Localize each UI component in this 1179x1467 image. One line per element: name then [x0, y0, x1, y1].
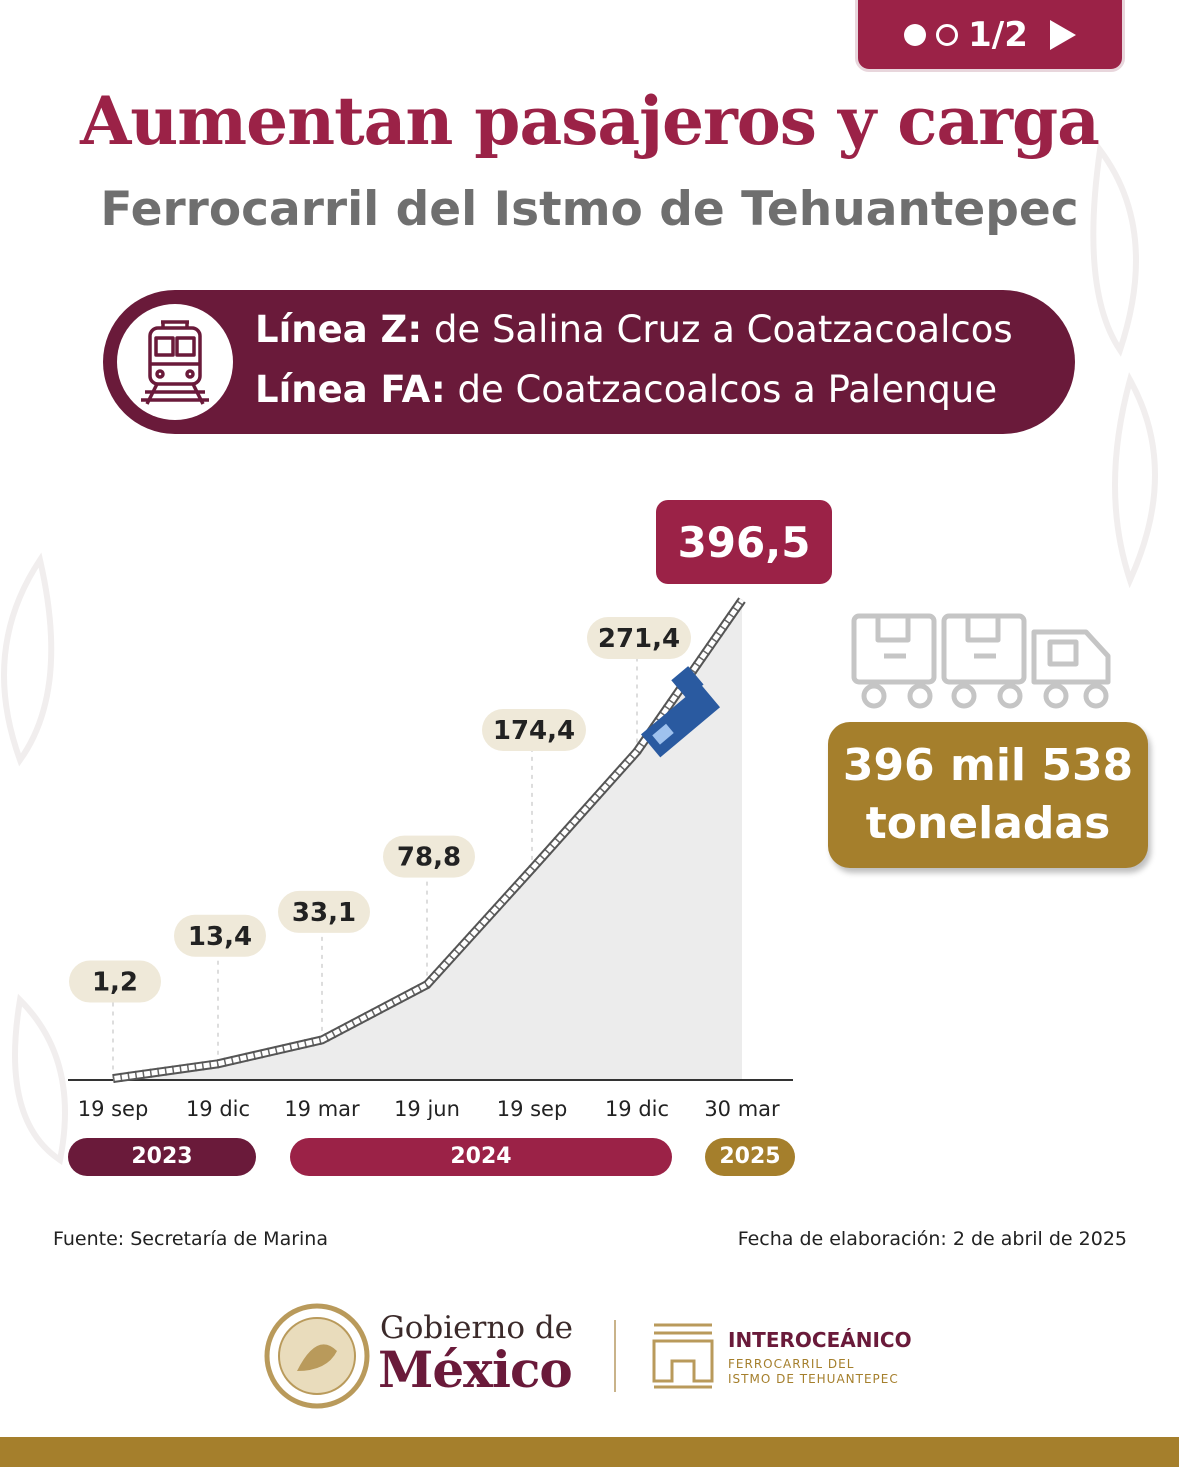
interoceanico-logo-icon — [652, 1323, 714, 1389]
data-label-bg — [69, 960, 161, 1003]
line-fa: Línea FA: de Coatzacoalcos a Palenque — [255, 368, 998, 411]
source-note: Fuente: Secretaría de Marina — [53, 1228, 328, 1250]
data-label-bg — [174, 914, 266, 957]
page-subtitle: Ferrocarril del Istmo de Tehuantepec — [100, 182, 1079, 237]
rail-ties — [112, 597, 746, 1084]
data-label-bg — [278, 890, 370, 933]
next-arrow-icon[interactable] — [1049, 20, 1076, 50]
locomotive-icon — [640, 666, 721, 758]
footer-divider — [614, 1320, 616, 1392]
train-icon-circle — [117, 304, 233, 420]
gob-line1: Gobierno de — [380, 1310, 574, 1346]
pagination-control[interactable]: 1/2 — [855, 0, 1125, 72]
lines-banner: Línea Z: de Salina Cruz a Coatzacoalcos … — [103, 290, 1075, 434]
date-note: Fecha de elaboración: 2 de abril de 2025 — [737, 1228, 1127, 1250]
year-2023: 2023 — [68, 1138, 256, 1176]
data-label-bg — [383, 835, 475, 878]
data-label: 174,4 — [493, 716, 575, 746]
area-fill — [113, 600, 742, 1080]
data-label-bg — [587, 617, 691, 659]
x-tick-label: 19 jun — [394, 1097, 460, 1120]
train-icon — [141, 320, 209, 405]
data-label-highlight — [656, 500, 832, 584]
interoceanico-title: INTEROCEÁNICO — [728, 1328, 912, 1352]
bottom-gold-bar — [0, 1437, 1179, 1467]
data-label: 271,4 — [598, 624, 680, 654]
year-2024: 2024 — [290, 1138, 672, 1176]
trucks-icon — [851, 613, 1111, 709]
x-tick-label: 19 dic — [605, 1097, 669, 1120]
total-tonnage-box: 396 mil 538 toneladas — [828, 722, 1148, 868]
x-tick-label: 19 dic — [186, 1097, 250, 1120]
data-label: 13,4 — [188, 922, 252, 952]
coat-of-arms-icon — [264, 1303, 370, 1409]
line-z: Línea Z: de Salina Cruz a Coatzacoalcos — [255, 308, 1013, 351]
x-tick-label: 19 sep — [78, 1097, 149, 1120]
year-2025: 2025 — [705, 1138, 795, 1176]
page-title: Aumentan pasajeros y carga — [80, 82, 1100, 160]
x-tick-label: 30 mar — [704, 1097, 780, 1120]
footer: Gobierno de México INTEROCEÁNICO FERROCA… — [0, 1265, 1179, 1437]
cargo-chart: 19 sep 19 dic 19 mar 19 jun 19 sep 19 dic 30 m… — [68, 500, 832, 1120]
data-label: 396,5 — [678, 518, 811, 567]
data-label-bg — [482, 709, 586, 751]
page-counter: 1/2 — [968, 15, 1028, 55]
data-label: 78,8 — [397, 843, 461, 873]
page-dot-inactive — [936, 24, 959, 46]
page-dot-active — [904, 24, 927, 46]
data-label: 33,1 — [292, 898, 356, 928]
x-tick-label: 19 sep — [497, 1097, 568, 1120]
x-tick-label: 19 mar — [284, 1097, 360, 1120]
gob-line2: México — [378, 1340, 573, 1399]
data-label: 1,2 — [92, 968, 138, 998]
interoceanico-subtitle: FERROCARRIL DEL ISTMO DE TEHUANTEPEC — [728, 1357, 899, 1386]
